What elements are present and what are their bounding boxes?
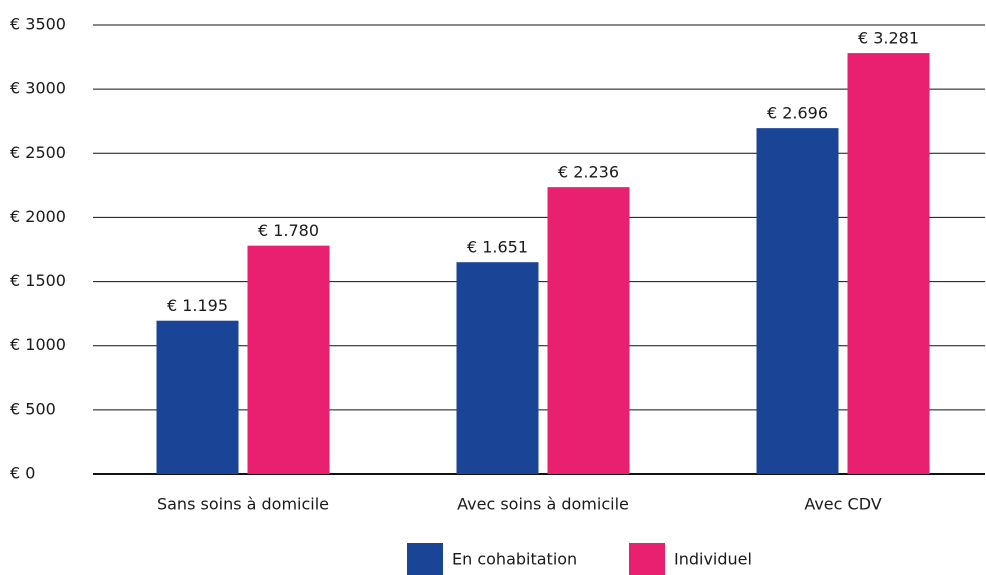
value-label: € 1.195: [167, 296, 228, 315]
legend-swatch: [629, 543, 665, 575]
value-label: € 1.780: [258, 221, 319, 240]
value-label: € 1.651: [467, 238, 528, 257]
y-tick-label: € 2500: [10, 143, 66, 162]
y-tick-label: € 3500: [10, 15, 66, 34]
bar: [847, 53, 930, 474]
x-tick-label: Avec CDV: [804, 495, 881, 514]
bar: [247, 245, 330, 474]
legend-label: Individuel: [674, 550, 752, 569]
bar: [156, 320, 239, 474]
y-tick-label: € 1000: [10, 335, 66, 354]
value-label: € 2.696: [767, 104, 828, 123]
y-tick-label: € 500: [10, 399, 56, 418]
legend-swatch: [407, 543, 443, 575]
bar: [456, 262, 539, 474]
y-tick-label: € 1500: [10, 271, 66, 290]
y-tick-label: € 3000: [10, 79, 66, 98]
x-tick-label: Sans soins à domicile: [157, 495, 329, 514]
x-tick-label: Avec soins à domicile: [457, 495, 629, 514]
legend-label: En cohabitation: [452, 550, 577, 569]
bar: [756, 128, 839, 474]
y-tick-label: € 0: [10, 464, 35, 483]
bar: [547, 187, 630, 474]
value-label: € 3.281: [858, 29, 919, 48]
value-label: € 2.236: [558, 163, 619, 182]
y-tick-label: € 2000: [10, 207, 66, 226]
